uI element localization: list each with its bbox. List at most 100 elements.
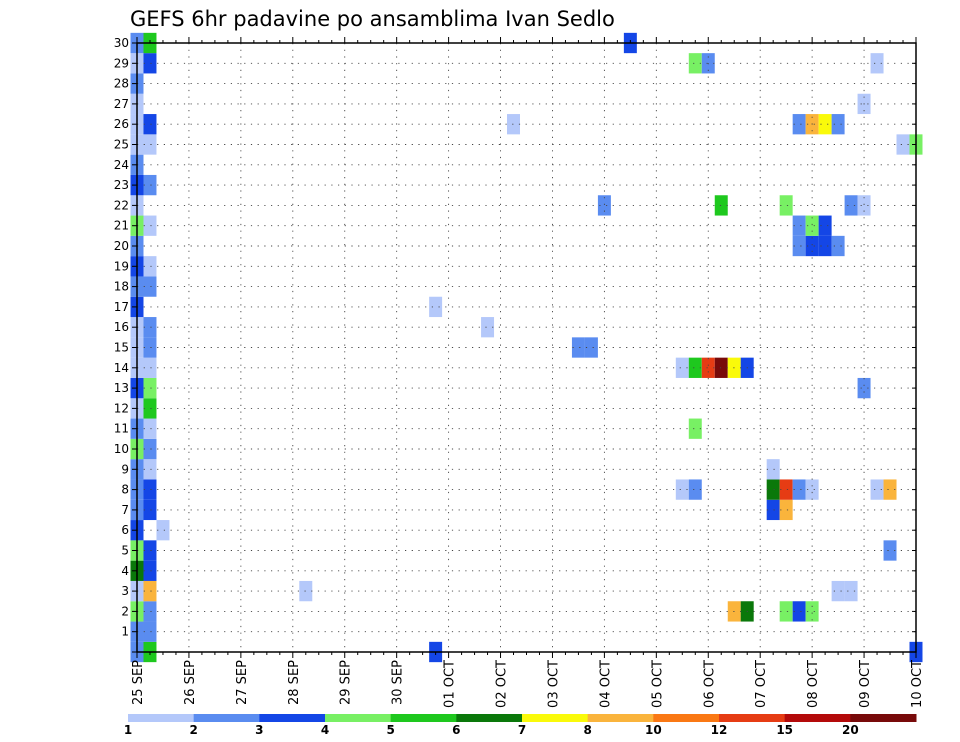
x-tick-label: 29 SEP xyxy=(339,660,354,705)
colorbar-swatch xyxy=(784,714,851,722)
y-tick-label: 16 xyxy=(114,320,129,334)
precip-cell xyxy=(143,398,157,419)
x-tick-label: 01 OCT xyxy=(443,660,458,708)
chart-title: GEFS 6hr padavine po ansamblima Ivan Sed… xyxy=(130,7,615,31)
precip-cell xyxy=(143,377,157,399)
precip-cell xyxy=(792,235,806,257)
x-tick-label: 03 OCT xyxy=(546,660,561,708)
y-tick-label: 30 xyxy=(114,36,129,50)
x-axis: 25 SEP 26 SEP 27 SEP 28 SEP 29 SEP 30 SEP 01 O… xyxy=(131,37,925,708)
y-tick-label: 25 xyxy=(114,138,129,152)
x-tick-label: 04 OCT xyxy=(598,660,613,708)
colorbar-swatch xyxy=(456,714,523,722)
precip-cell xyxy=(143,479,157,500)
precip-cell xyxy=(143,621,157,642)
x-tick-label: 02 OCT xyxy=(495,660,510,708)
precip-cell xyxy=(143,499,157,521)
colorbar-swatch xyxy=(719,714,786,722)
colorbar-swatch xyxy=(390,714,457,722)
precip-cell xyxy=(143,53,157,74)
y-tick-label: 11 xyxy=(114,422,129,436)
precip-cell xyxy=(143,134,157,155)
y-tick-label: 18 xyxy=(114,280,129,294)
x-tick-label: 27 SEP xyxy=(235,660,250,705)
y-tick-label: 9 xyxy=(121,462,129,476)
colorbar-label: 20 xyxy=(842,723,859,737)
colorbar-label: 6 xyxy=(452,723,460,737)
colorbar-swatch xyxy=(325,714,392,722)
precip-cell xyxy=(571,337,585,358)
y-tick-label: 10 xyxy=(114,442,129,456)
precip-cell xyxy=(779,601,793,622)
precip-cell xyxy=(766,479,780,500)
colorbar-label: 1 xyxy=(124,723,132,737)
precip-cell xyxy=(299,580,313,602)
precip-cell xyxy=(143,601,157,622)
x-tick-label: 28 SEP xyxy=(287,660,302,705)
y-tick-label: 29 xyxy=(114,56,129,70)
precip-cell xyxy=(675,479,689,500)
colorbar-swatch xyxy=(850,714,917,722)
colorbar-swatch xyxy=(653,714,720,722)
y-tick-label: 22 xyxy=(114,198,129,212)
colorbar-label: 4 xyxy=(321,723,329,737)
gridlines xyxy=(137,43,916,652)
y-tick-label: 20 xyxy=(114,239,129,253)
x-tick-label: 26 SEP xyxy=(183,660,198,705)
precip-cell xyxy=(143,438,157,460)
precip-cell xyxy=(675,357,689,378)
precip-cell xyxy=(831,114,845,135)
colorbar: 1 2 3 4 5 6 7 8 10 12 15 20 xyxy=(124,714,917,737)
precip-cell xyxy=(779,499,793,521)
colorbar-label: 5 xyxy=(386,723,394,737)
precip-cell xyxy=(844,195,858,216)
precip-cell xyxy=(143,317,157,338)
precip-cell xyxy=(792,215,806,236)
colorbar-label: 12 xyxy=(711,723,728,737)
precip-cell xyxy=(156,520,170,541)
x-tick-label: 06 OCT xyxy=(702,660,717,708)
precip-cell xyxy=(507,114,520,135)
y-tick-label: 17 xyxy=(114,300,129,314)
y-tick-label: 28 xyxy=(114,77,129,91)
y-tick-label: 21 xyxy=(114,219,129,233)
colorbar-swatch xyxy=(193,714,260,722)
precip-cell xyxy=(792,601,806,622)
y-tick-label: 19 xyxy=(114,259,129,273)
y-tick-label: 26 xyxy=(114,117,129,131)
precip-cell xyxy=(805,235,819,257)
precip-cell xyxy=(818,235,832,257)
precip-cell xyxy=(688,418,702,439)
precip-cell xyxy=(143,560,157,581)
precip-cell xyxy=(896,134,910,155)
precip-cell xyxy=(844,580,858,602)
colorbar-swatch xyxy=(259,714,326,722)
y-tick-label: 8 xyxy=(121,483,129,497)
y-tick-label: 3 xyxy=(121,584,129,598)
precip-cell xyxy=(805,601,819,622)
colorbar-label: 7 xyxy=(518,723,526,737)
precip-cell xyxy=(766,499,780,521)
colorbar-swatch xyxy=(587,714,654,722)
precip-cell xyxy=(143,276,157,297)
precip-cell xyxy=(857,195,871,216)
precip-cell xyxy=(688,357,702,378)
precip-cell xyxy=(714,357,728,378)
x-tick-label: 09 OCT xyxy=(858,660,873,708)
precip-cell xyxy=(143,459,157,480)
colorbar-label: 8 xyxy=(583,723,591,737)
x-tick-label: 10 OCT xyxy=(910,660,925,708)
y-tick-label: 27 xyxy=(114,97,129,111)
y-tick-label: 24 xyxy=(114,158,129,172)
colorbar-swatch xyxy=(128,714,195,722)
precip-cell xyxy=(429,296,443,318)
x-tick-label: 25 SEP xyxy=(131,660,146,705)
colorbar-label: 10 xyxy=(645,723,662,737)
precip-cell xyxy=(143,215,157,236)
precip-cell xyxy=(870,479,884,500)
precip-cell xyxy=(831,235,845,257)
precip-cell xyxy=(805,215,819,236)
precip-cell xyxy=(584,337,598,358)
y-tick-label: 5 xyxy=(121,544,129,558)
